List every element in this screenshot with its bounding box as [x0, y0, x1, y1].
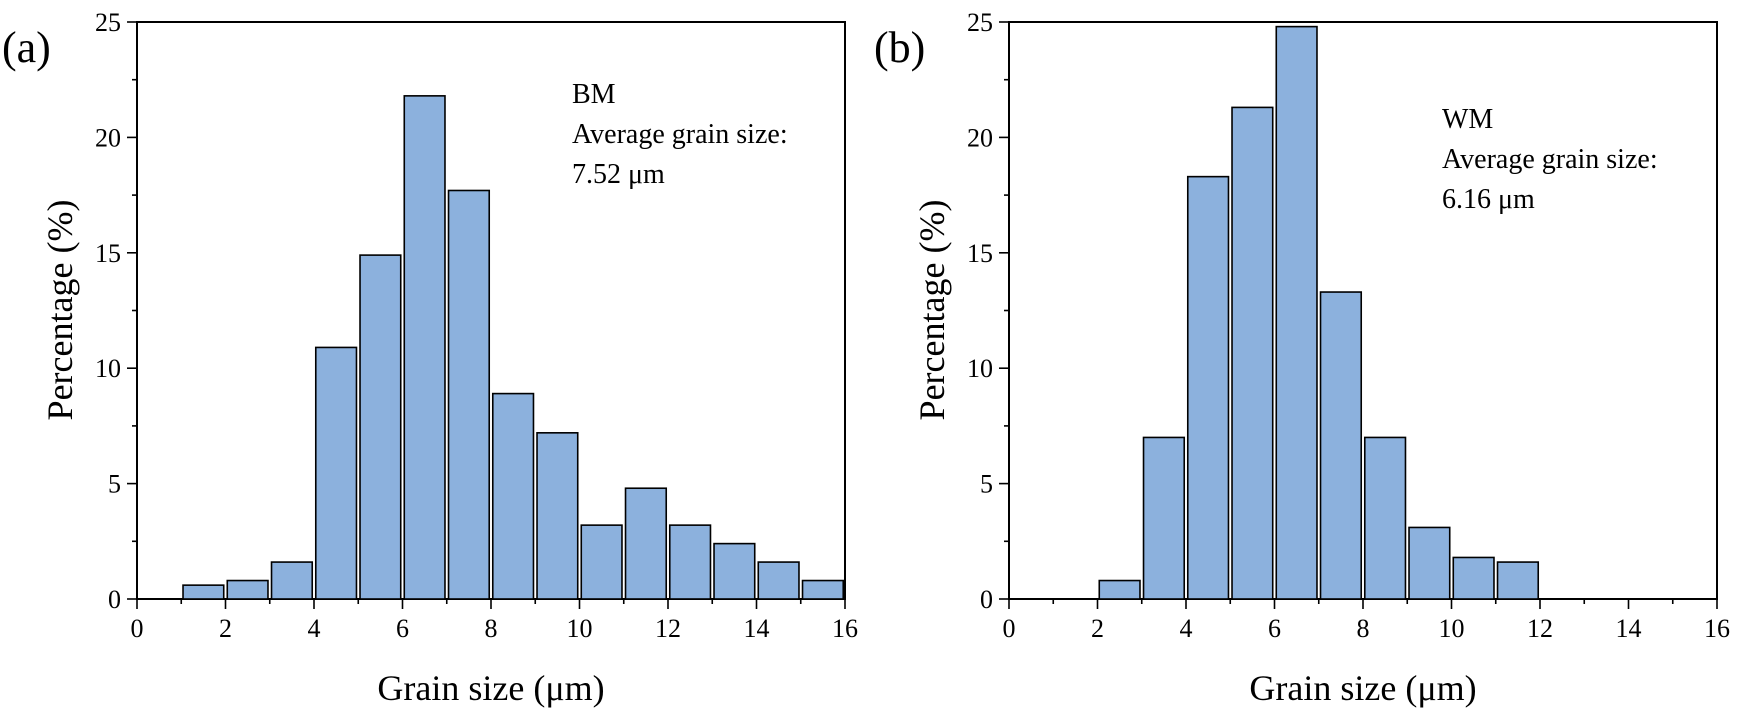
- panel-b-bar-8-9: [1363, 436, 1407, 600]
- panel-a-bar-8-9: [491, 392, 535, 600]
- panel-b-y-tick-label-10: 10: [967, 354, 993, 383]
- panel-a-x-tick-label-2: 2: [219, 614, 232, 643]
- panel-a-bar-1-2: [182, 584, 225, 600]
- panel-b-x-tick-label-0: 0: [1003, 614, 1016, 643]
- panel-b-x-tick-label-14: 14: [1616, 614, 1642, 643]
- panel-a-bar-4-5: [314, 346, 358, 600]
- panel-b-bar-4-5: [1186, 175, 1230, 600]
- panel-a: (a) 0 2 4 6 8 10 12 14 16 0 5 10 15 20 25 BM Average g…: [2, 8, 858, 708]
- panel-a-x-tick-label-14: 14: [744, 614, 770, 643]
- panel-a-y-tick-label-5: 5: [108, 470, 121, 499]
- panel-a-y-axis-title: Percentage (%): [40, 200, 80, 421]
- panel-a-bar-13-14: [713, 542, 756, 600]
- panel-b-bar-3-4: [1142, 436, 1186, 600]
- panel-b-bar-9-10: [1408, 526, 1451, 600]
- panel-a-bar-2-3: [226, 579, 269, 600]
- panel-b-x-tick-label-2: 2: [1091, 614, 1104, 643]
- panel-a-bar-3-4: [270, 561, 314, 600]
- panel-a-annotation-average-value: 7.52 μm: [572, 159, 665, 190]
- panel-b-annotation-average-value: 6.16 μm: [1442, 184, 1535, 215]
- panel-a-bar-5-6: [359, 254, 402, 600]
- panel-a-bars: [182, 95, 845, 600]
- panel-b-y-tick-label-15: 15: [967, 239, 993, 268]
- panel-b-annotation-average-label: Average grain size:: [1442, 144, 1658, 175]
- panel-a-bar-12-13: [668, 524, 712, 600]
- panel-b-x-tick-label-12: 12: [1527, 614, 1553, 643]
- panel-b-bars: [1098, 25, 1540, 600]
- panel-a-ticks: 0 2 4 6 8 10 12 14 16 0 5 10 15 20 25: [95, 8, 858, 643]
- panel-a-y-tick-label-15: 15: [95, 239, 121, 268]
- panel-b-bar-2-3: [1098, 579, 1141, 600]
- panel-a-x-tick-label-4: 4: [308, 614, 321, 643]
- panel-b-bar-10-11: [1452, 556, 1495, 600]
- panel-b-x-axis-title: Grain size (μm): [1249, 668, 1476, 708]
- panel-b-annotations: WM Average grain size: 6.16 μm: [1442, 104, 1658, 215]
- panel-b-label: (b): [874, 23, 925, 72]
- panel-a-plot-frame: [136, 21, 846, 600]
- panel-a-x-tick-label-16: 16: [832, 614, 858, 643]
- panel-a-x-tick-label-8: 8: [485, 614, 498, 643]
- panel-a-annotation-material: BM: [572, 79, 616, 110]
- panel-b-bar-7-8: [1319, 291, 1363, 600]
- panel-a-x-axis-title: Grain size (μm): [377, 668, 604, 708]
- panel-b-x-tick-label-4: 4: [1180, 614, 1193, 643]
- panel-b-y-tick-label-0: 0: [980, 585, 993, 614]
- panel-a-label: (a): [2, 23, 51, 72]
- panel-a-x-tick-label-0: 0: [131, 614, 144, 643]
- panel-b-annotation-material: WM: [1442, 104, 1493, 135]
- panel-b-ticks: 0 2 4 6 8 10 12 14 16 0 5 10 15 20 25: [967, 8, 1730, 643]
- panel-a-x-tick-label-12: 12: [655, 614, 681, 643]
- panel-a-y-tick-label-10: 10: [95, 354, 121, 383]
- panel-a-annotation-average-label: Average grain size:: [572, 119, 788, 150]
- panel-a-y-tick-label-0: 0: [108, 585, 121, 614]
- panel-a-bar-9-10: [536, 432, 579, 600]
- panel-b-x-tick-label-6: 6: [1268, 614, 1281, 643]
- panel-a-x-tick-label-10: 10: [567, 614, 593, 643]
- panel-a-bar-11-12: [624, 487, 668, 600]
- panel-b-plot-frame: [1008, 21, 1718, 600]
- panel-a-annotations: BM Average grain size: 7.52 μm: [572, 79, 788, 190]
- panel-b-bar-6-7: [1275, 25, 1318, 600]
- panel-a-y-tick-label-20: 20: [95, 123, 121, 152]
- panel-b-y-axis-title: Percentage (%): [912, 200, 952, 421]
- panel-b-y-tick-label-5: 5: [980, 470, 993, 499]
- panel-a-y-tick-label-25: 25: [95, 8, 121, 37]
- panel-b: (b) 0 2 4 6 8 10 12 14 16 0 5 10 15 20 25 WM Average g…: [874, 8, 1730, 708]
- panel-a-bar-10-11: [580, 524, 623, 600]
- panel-a-bar-6-7: [403, 95, 446, 600]
- panel-b-x-tick-label-10: 10: [1439, 614, 1465, 643]
- panel-a-bar-14-15: [757, 561, 800, 600]
- panel-b-x-tick-label-8: 8: [1357, 614, 1370, 643]
- panel-a-bar-15-16: [801, 579, 845, 600]
- panel-b-y-tick-label-20: 20: [967, 123, 993, 152]
- panel-b-x-tick-label-16: 16: [1704, 614, 1730, 643]
- panel-b-y-tick-label-25: 25: [967, 8, 993, 37]
- panel-b-bar-11-12: [1496, 561, 1540, 600]
- panel-b-bar-5-6: [1231, 106, 1274, 600]
- panel-a-bar-7-8: [447, 189, 491, 600]
- panel-a-x-tick-label-6: 6: [396, 614, 409, 643]
